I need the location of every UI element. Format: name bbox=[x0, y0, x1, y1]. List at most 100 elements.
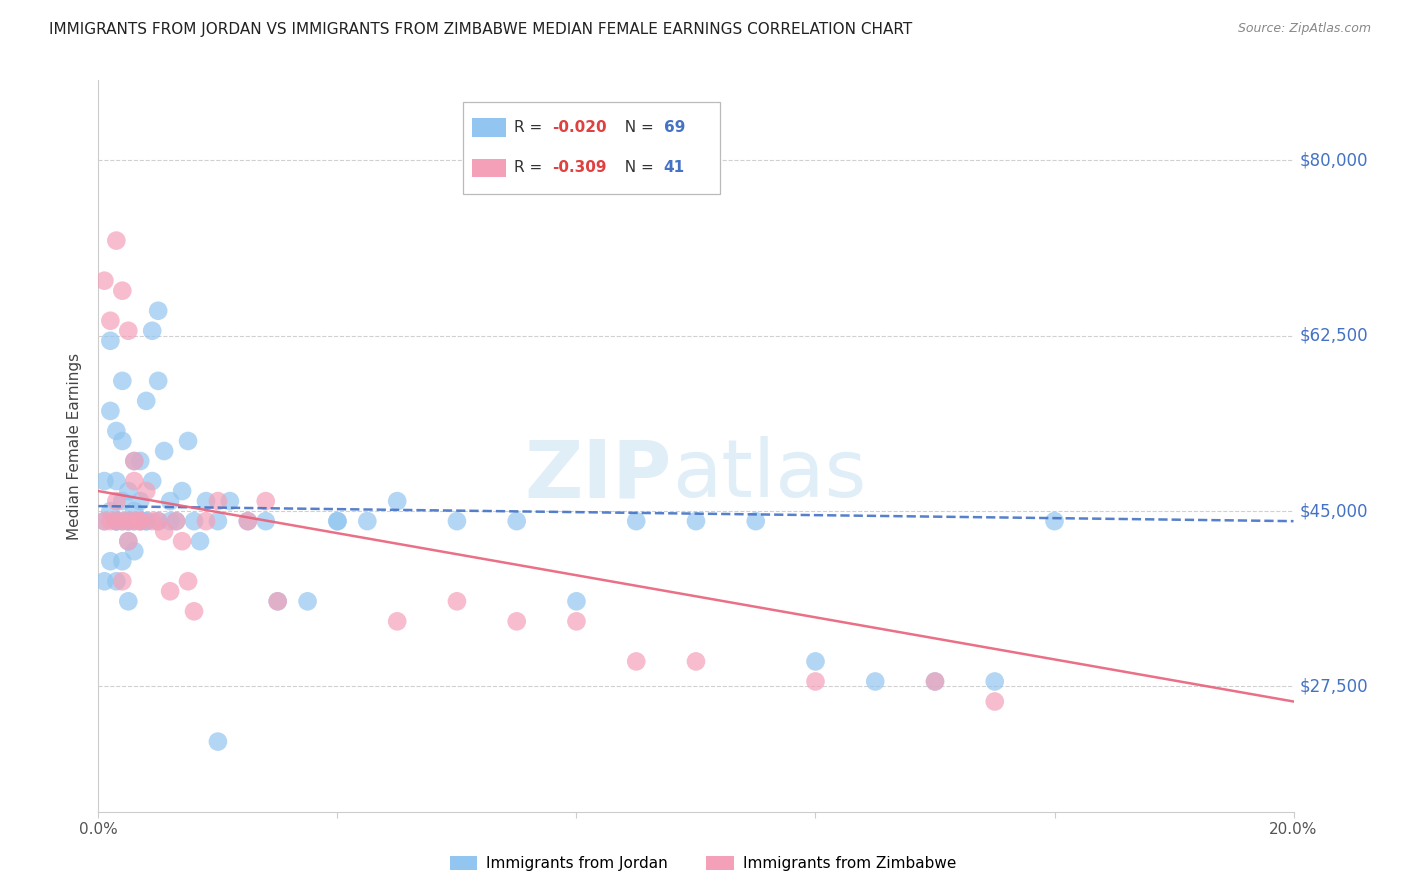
Point bbox=[446, 594, 468, 608]
Point bbox=[124, 454, 146, 468]
Text: $27,500: $27,500 bbox=[1299, 677, 1368, 696]
Point bbox=[124, 474, 146, 488]
Point bbox=[153, 524, 176, 538]
Text: R =: R = bbox=[515, 120, 547, 135]
Point bbox=[356, 514, 378, 528]
Text: -0.020: -0.020 bbox=[553, 120, 607, 135]
Point bbox=[626, 655, 648, 669]
Point bbox=[105, 514, 128, 528]
Point bbox=[98, 404, 122, 418]
Point bbox=[165, 514, 187, 528]
Point bbox=[124, 514, 146, 528]
Point bbox=[626, 514, 648, 528]
Point bbox=[685, 655, 707, 669]
Point bbox=[172, 534, 194, 549]
Point bbox=[385, 494, 409, 508]
Point bbox=[135, 393, 157, 408]
Point bbox=[159, 494, 181, 508]
Point bbox=[111, 494, 134, 508]
Point bbox=[565, 615, 588, 629]
Point bbox=[865, 674, 887, 689]
Point bbox=[297, 594, 319, 608]
Point bbox=[219, 494, 242, 508]
Point bbox=[135, 484, 157, 499]
Point bbox=[111, 514, 134, 528]
Point bbox=[105, 514, 128, 528]
Point bbox=[148, 303, 170, 318]
Bar bbox=[472, 159, 506, 177]
Point bbox=[207, 514, 229, 528]
Point bbox=[177, 434, 200, 448]
Point bbox=[117, 534, 139, 549]
Point bbox=[117, 514, 139, 528]
FancyBboxPatch shape bbox=[463, 103, 720, 194]
Point bbox=[446, 514, 468, 528]
Point bbox=[117, 324, 139, 338]
Point bbox=[565, 594, 588, 608]
Point bbox=[124, 454, 146, 468]
Point bbox=[93, 274, 115, 288]
Point bbox=[93, 514, 115, 528]
Point bbox=[924, 674, 946, 689]
Point bbox=[105, 514, 128, 528]
Text: Source: ZipAtlas.com: Source: ZipAtlas.com bbox=[1237, 22, 1371, 36]
Point bbox=[111, 574, 134, 589]
Point bbox=[188, 534, 211, 549]
Point bbox=[124, 504, 146, 518]
Point bbox=[135, 514, 157, 528]
Point bbox=[98, 314, 122, 328]
Point bbox=[984, 694, 1007, 708]
Point bbox=[506, 615, 529, 629]
Point bbox=[105, 514, 128, 528]
Text: R =: R = bbox=[515, 160, 547, 175]
Point bbox=[124, 544, 146, 558]
Point bbox=[1043, 514, 1066, 528]
Text: $80,000: $80,000 bbox=[1299, 152, 1368, 169]
Point bbox=[111, 284, 134, 298]
Point bbox=[105, 234, 128, 248]
Point bbox=[172, 484, 194, 499]
Point bbox=[141, 324, 163, 338]
Point bbox=[141, 474, 163, 488]
Point bbox=[117, 514, 139, 528]
Point bbox=[98, 554, 122, 568]
Point bbox=[159, 514, 181, 528]
Point bbox=[117, 594, 139, 608]
Point bbox=[105, 474, 128, 488]
Point bbox=[135, 514, 157, 528]
Point bbox=[326, 514, 349, 528]
Text: -0.309: -0.309 bbox=[553, 160, 607, 175]
Point bbox=[267, 594, 290, 608]
Point bbox=[141, 514, 163, 528]
Text: IMMIGRANTS FROM JORDAN VS IMMIGRANTS FROM ZIMBABWE MEDIAN FEMALE EARNINGS CORREL: IMMIGRANTS FROM JORDAN VS IMMIGRANTS FRO… bbox=[49, 22, 912, 37]
Text: 69: 69 bbox=[664, 120, 685, 135]
Point bbox=[267, 594, 290, 608]
Point bbox=[148, 374, 170, 388]
Point bbox=[236, 514, 259, 528]
Bar bbox=[472, 119, 506, 136]
Text: $62,500: $62,500 bbox=[1299, 326, 1368, 345]
Point bbox=[117, 484, 139, 499]
Point bbox=[685, 514, 707, 528]
Text: $45,000: $45,000 bbox=[1299, 502, 1368, 520]
Point bbox=[111, 434, 134, 448]
Point bbox=[98, 334, 122, 348]
Point bbox=[129, 514, 152, 528]
Point bbox=[207, 734, 229, 748]
Point bbox=[924, 674, 946, 689]
Point bbox=[105, 424, 128, 438]
Point bbox=[177, 574, 200, 589]
Point bbox=[98, 514, 122, 528]
Point bbox=[148, 514, 170, 528]
Point bbox=[254, 494, 277, 508]
Point bbox=[93, 474, 115, 488]
Point bbox=[254, 514, 277, 528]
Text: 41: 41 bbox=[664, 160, 685, 175]
Point bbox=[111, 554, 134, 568]
Point bbox=[117, 534, 139, 549]
Point bbox=[385, 615, 409, 629]
Point bbox=[93, 514, 115, 528]
Point bbox=[207, 494, 229, 508]
Point bbox=[183, 514, 205, 528]
Point bbox=[159, 584, 181, 599]
